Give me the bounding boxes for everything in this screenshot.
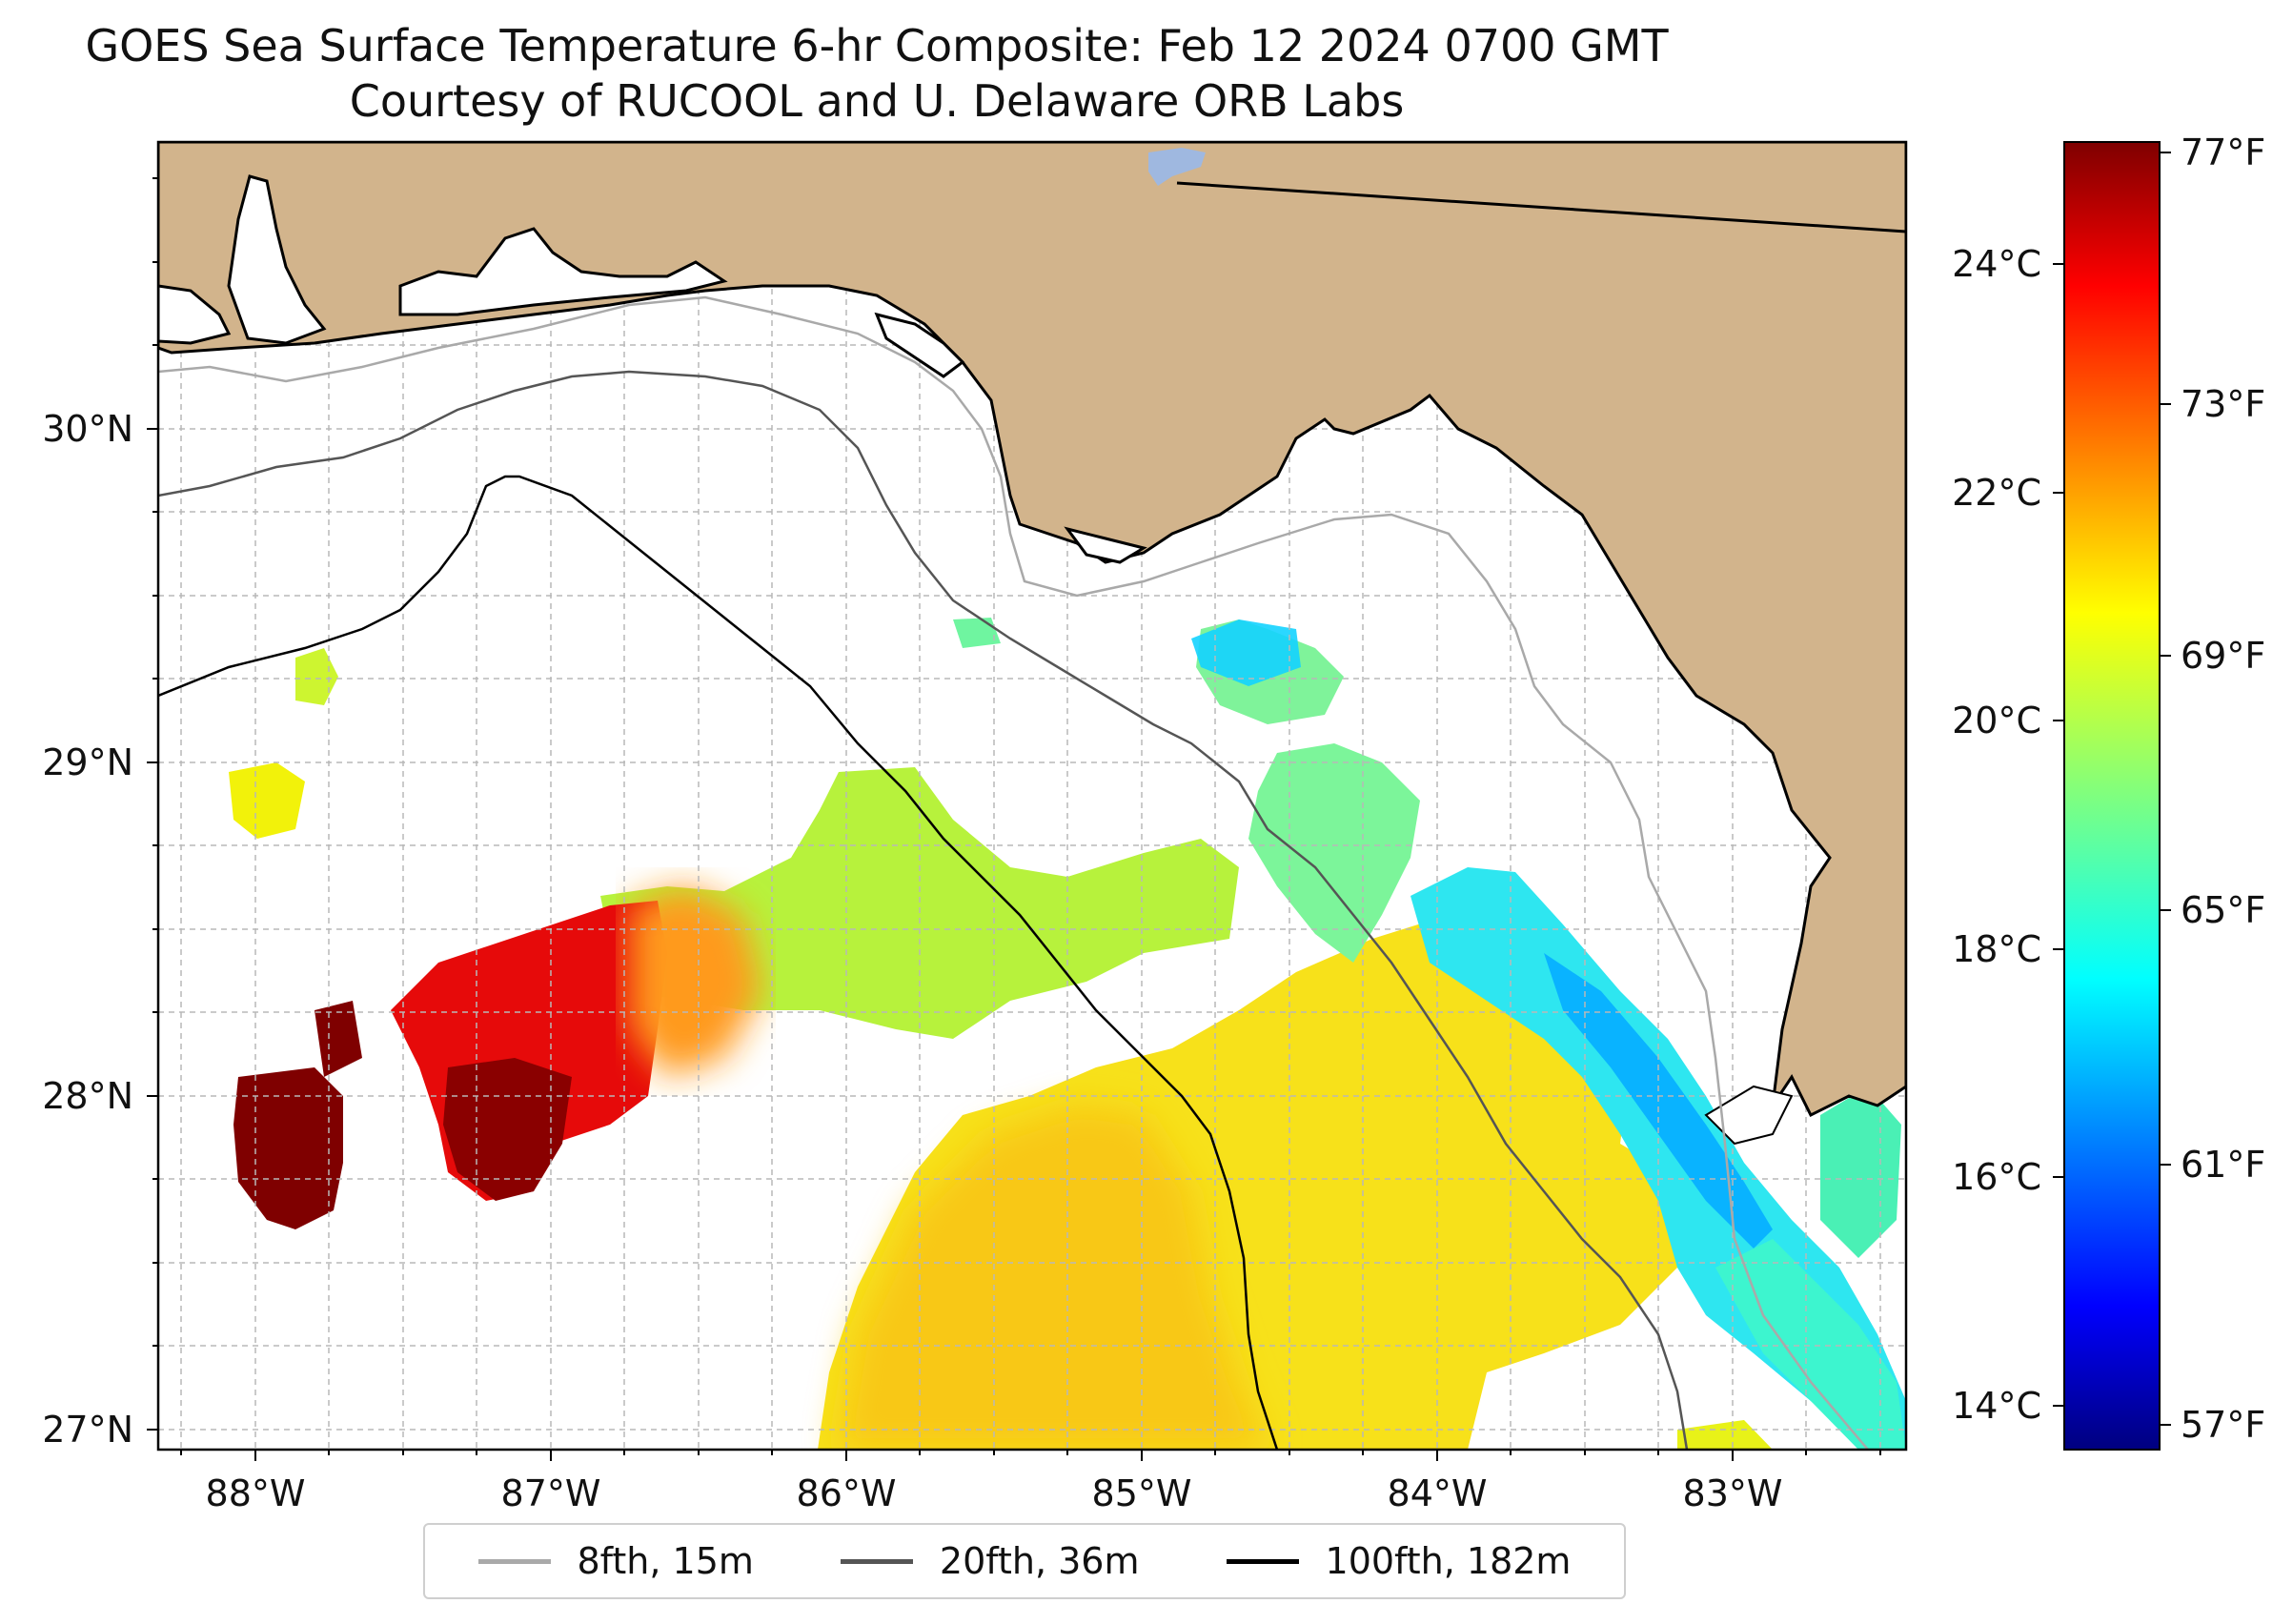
- sst-green-patch: [1248, 743, 1420, 963]
- legend-line-20fth: [840, 1558, 913, 1564]
- colorbar-c-22: 22°C: [1952, 472, 2041, 514]
- lat-label-29n: 29°N: [42, 741, 133, 783]
- sst-darkred-fragment: [315, 1001, 362, 1077]
- legend-line-100fth: [1226, 1558, 1299, 1564]
- legend-item-100fth: 100fth, 182m: [1226, 1540, 1572, 1582]
- sst-yellow-bottom: [1677, 1420, 1773, 1450]
- lon-label-87w: 87°W: [501, 1472, 601, 1514]
- state-border: [1176, 181, 1906, 233]
- map-subtitle: Courtesy of RUCOOL and U. Delaware ORB L…: [349, 75, 1405, 127]
- colorbar-c-18: 18°C: [1952, 928, 2041, 970]
- st-andrew-bay: [874, 312, 965, 378]
- lon-label-84w: 84°W: [1388, 1472, 1488, 1514]
- tampa-bay: [1704, 1085, 1794, 1146]
- lon-label-86w: 86°W: [797, 1472, 897, 1514]
- sst-green-band: [600, 767, 1239, 1039]
- sst-cyan-patch: [1191, 619, 1301, 686]
- sst-darkred-core: [443, 1058, 572, 1201]
- colorbar-ticks: [2053, 152, 2171, 1426]
- colorbar-f-69: 69°F: [2181, 635, 2265, 677]
- colorbar-f-73: 73°F: [2181, 383, 2265, 425]
- isobath-8fth: [158, 295, 1869, 1450]
- colorbar-f-77: 77°F: [2181, 132, 2265, 173]
- pensacola-bay: [398, 227, 728, 316]
- lon-ticks: [180, 1450, 1881, 1461]
- isobath-20fth: [158, 370, 1689, 1450]
- sst-warm-gradient: [629, 886, 762, 1077]
- legend-item-20fth: 20fth, 36m: [840, 1540, 1140, 1582]
- lat-ticks: [147, 177, 158, 1431]
- colorbar: [2063, 141, 2161, 1451]
- lon-label-85w: 85°W: [1092, 1472, 1192, 1514]
- legend-line-8fth: [477, 1558, 551, 1564]
- sst-yellow-patch: [229, 762, 305, 839]
- lake: [1148, 148, 1206, 186]
- sst-orange-region: [839, 1106, 1268, 1450]
- legend-label-8fth: 8fth, 15m: [577, 1540, 754, 1582]
- land-mass: [158, 142, 1906, 1118]
- lon-label-83w: 83°W: [1683, 1472, 1783, 1514]
- mobile-bay: [227, 174, 327, 345]
- colorbar-c-16: 16°C: [1952, 1156, 2041, 1198]
- map-frame: [156, 140, 1908, 1451]
- colorbar-c-20: 20°C: [1952, 700, 2041, 741]
- apalachicola-bay: [1064, 526, 1147, 564]
- sst-darkred-west: [233, 1067, 343, 1229]
- legend-label-100fth: 100fth, 182m: [1325, 1540, 1572, 1582]
- lat-label-27n: 27°N: [42, 1409, 133, 1451]
- map-title: GOES Sea Surface Temperature 6-hr Compos…: [85, 20, 1669, 71]
- bay-west: [158, 284, 232, 345]
- colorbar-f-61: 61°F: [2181, 1144, 2265, 1186]
- colorbar-c-24: 24°C: [1952, 243, 2041, 285]
- legend-item-8fth: 8fth, 15m: [477, 1540, 754, 1582]
- lat-label-28n: 28°N: [42, 1075, 133, 1117]
- isobath-100fth: [158, 475, 1279, 1450]
- lat-label-30n: 30°N: [42, 408, 133, 450]
- sst-lime-patch: [295, 648, 338, 705]
- colorbar-c-14: 14°C: [1952, 1385, 2041, 1427]
- isobath-legend: 8fth, 15m 20fth, 36m 100fth, 182m: [423, 1523, 1626, 1599]
- colorbar-f-65: 65°F: [2181, 889, 2265, 931]
- sst-teal-patch: [1715, 1239, 1906, 1450]
- colorbar-f-57: 57°F: [2181, 1404, 2265, 1446]
- lon-label-88w: 88°W: [206, 1472, 306, 1514]
- legend-label-20fth: 20fth, 36m: [939, 1540, 1140, 1582]
